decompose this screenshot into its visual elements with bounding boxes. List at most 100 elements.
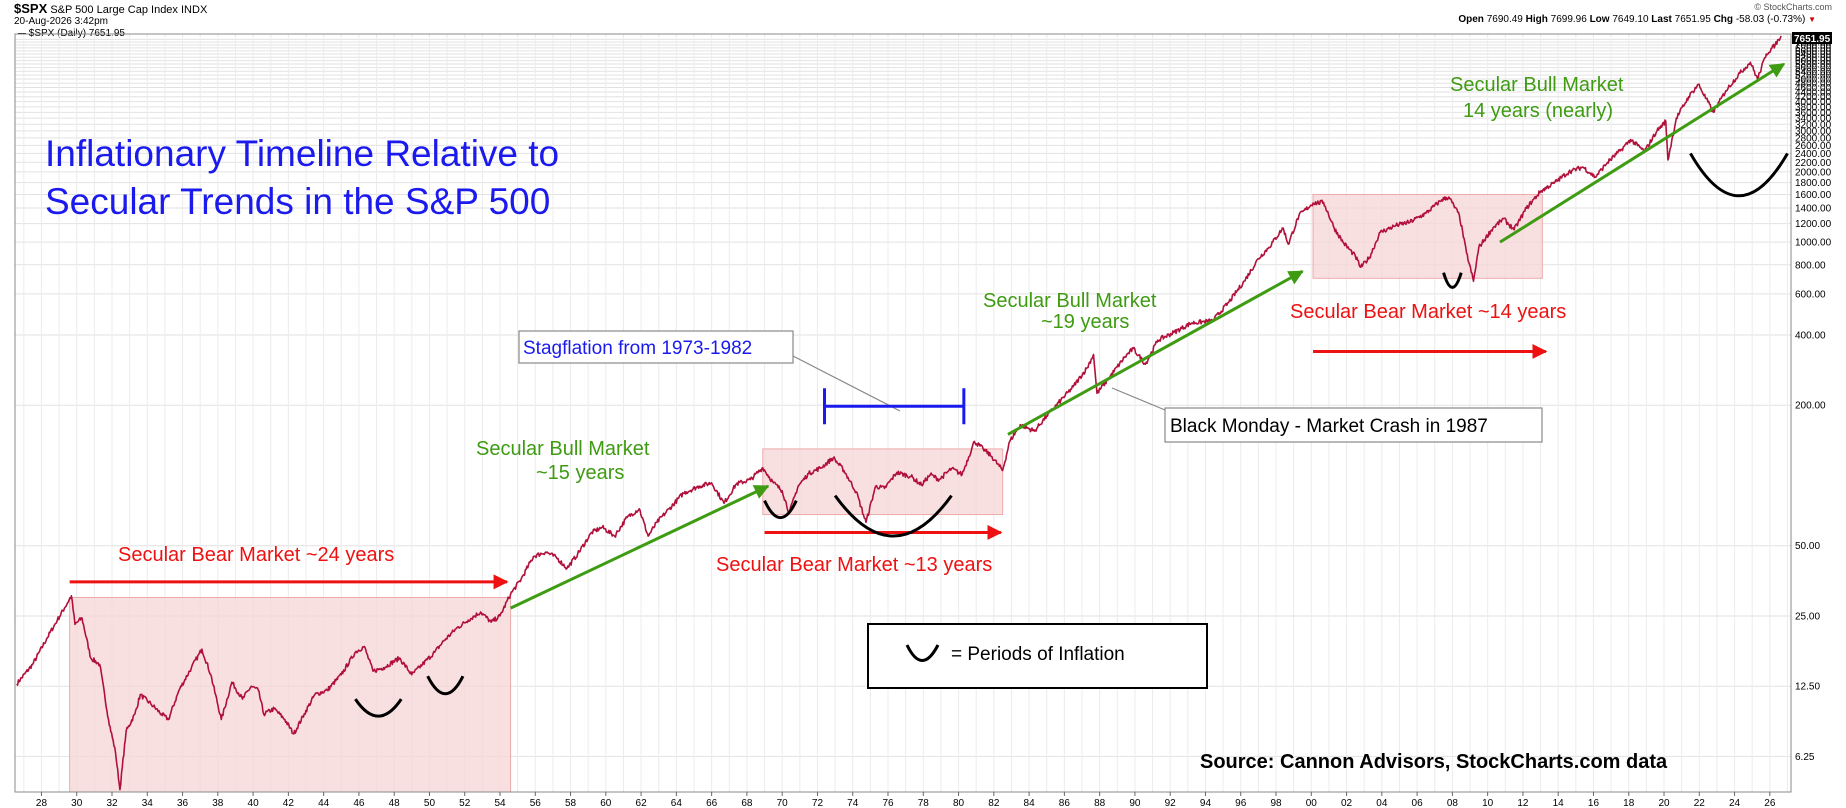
x-tick-label: 80 — [953, 798, 965, 808]
bear-1-label: Secular Bear Market ~24 years — [118, 544, 394, 566]
chart-header: $SPX S&P 500 Large Cap Index INDX — [14, 2, 207, 17]
y-axis: 6.25 12.50 25.00 50.00 200.00 400.00 600.00 800… — [1795, 35, 1832, 763]
y-tick-label: 1800.00 — [1795, 178, 1832, 189]
y-tick-label: 6200.00 — [1795, 53, 1832, 64]
y-tick-label: 7000.00 — [1795, 40, 1832, 51]
stagflation-callout-text: Stagflation from 1973-1982 — [523, 338, 752, 359]
x-tick-label: 34 — [142, 798, 154, 808]
y-tick-label: 1400.00 — [1795, 204, 1832, 215]
x-tick-label: 94 — [1200, 798, 1212, 808]
x-tick-label: 36 — [177, 798, 189, 808]
x-tick-label: 64 — [671, 798, 683, 808]
inflation-arc-icon — [905, 644, 940, 662]
x-tick-label: 08 — [1447, 798, 1459, 808]
y-tick-label: 6400.00 — [1795, 50, 1832, 61]
x-tick-label: 12 — [1517, 798, 1529, 808]
y-tick-label: 1200.00 — [1795, 219, 1832, 230]
x-tick-label: 46 — [353, 798, 365, 808]
y-tick-label: 6.25 — [1795, 752, 1815, 763]
x-tick-label: 28 — [36, 798, 48, 808]
bull-1-label-line-1: Secular Bull Market — [476, 438, 650, 460]
y-tick-label: 4800.00 — [1795, 79, 1832, 90]
y-tick-label: 6800.00 — [1795, 43, 1832, 54]
x-tick-label: 96 — [1235, 798, 1247, 808]
y-tick-label: 5000.00 — [1795, 75, 1832, 86]
stagflation-bar — [823, 388, 966, 425]
y-tick-label: 200.00 — [1795, 401, 1826, 412]
bull-trend-arrow — [1007, 269, 1304, 436]
x-tick-label: 68 — [741, 798, 753, 808]
bull-trend-arrow — [1499, 62, 1786, 244]
inflation-legend-text: = Periods of Inflation — [951, 644, 1125, 665]
y-tick-label: 3200.00 — [1795, 120, 1832, 131]
chart-title-line-2: Secular Trends in the S&P 500 — [45, 181, 550, 222]
watermark: © StockCharts.com — [1754, 2, 1832, 12]
y-tick-label: 5800.00 — [1795, 60, 1832, 71]
exchange: INDX — [181, 4, 208, 16]
y-tick-label: 3800.00 — [1795, 102, 1832, 113]
bull-trend-arrow — [509, 484, 770, 610]
high-value: 7699.96 — [1550, 14, 1587, 25]
x-tick-label: 88 — [1094, 798, 1106, 808]
x-tick-label: 42 — [283, 798, 295, 808]
x-tick-label: 54 — [494, 798, 506, 808]
black-monday-callout-box — [1164, 407, 1543, 443]
y-tick-label: 50.00 — [1795, 541, 1820, 552]
y-tick-label: 400.00 — [1795, 331, 1826, 342]
x-tick-label: 38 — [212, 798, 224, 808]
y-tick-label: 2400.00 — [1795, 149, 1832, 160]
x-tick-label: 78 — [918, 798, 930, 808]
bear-zone — [762, 448, 1004, 516]
legend-line-swatch — [18, 32, 26, 34]
y-tick-label: 5600.00 — [1795, 63, 1832, 74]
x-tick-label: 52 — [459, 798, 471, 808]
x-tick-label: 00 — [1306, 798, 1318, 808]
chart-date: 20-Aug-2026 3:42pm — [14, 16, 108, 27]
x-tick-label: 66 — [706, 798, 718, 808]
x-tick-label: 30 — [71, 798, 83, 808]
x-tick-label: 22 — [1694, 798, 1706, 808]
y-tick-label: 2000.00 — [1795, 167, 1832, 178]
inflation-period-arc — [833, 494, 953, 538]
x-tick-label: 26 — [1764, 798, 1776, 808]
inflation-period-arc — [1442, 272, 1463, 289]
y-tick-label: 2800.00 — [1795, 133, 1832, 144]
chg-value: -58.03 (-0.73%) — [1735, 14, 1806, 25]
x-tick-label: 86 — [1059, 798, 1071, 808]
high-label: High — [1525, 14, 1548, 25]
x-tick-label: 02 — [1341, 798, 1353, 808]
y-tick-label: 3600.00 — [1795, 108, 1832, 119]
x-tick-label: 70 — [777, 798, 789, 808]
y-tick-label: 25.00 — [1795, 611, 1820, 622]
x-tick-label: 32 — [106, 798, 118, 808]
x-tick-label: 98 — [1270, 798, 1282, 808]
y-tick-label: 12.50 — [1795, 682, 1820, 693]
y-tick-label: 6000.00 — [1795, 56, 1832, 67]
x-tick-label: 72 — [812, 798, 824, 808]
x-axis: 28 30 32 34 36 38 40 42 44 46 48 50 52 54 56 58 60 62 64 66… — [36, 792, 1776, 808]
x-tick-label: 58 — [565, 798, 577, 808]
x-tick-label: 10 — [1482, 798, 1494, 808]
black-monday-pointer — [1111, 387, 1166, 411]
y-tick-label: 3000.00 — [1795, 126, 1832, 137]
x-tick-label: 50 — [424, 798, 436, 808]
source-note: Source: Cannon Advisors, StockCharts.com… — [1200, 751, 1668, 773]
bull-3-label-line-1: Secular Bull Market — [1450, 74, 1624, 96]
x-tick-label: 56 — [530, 798, 542, 808]
price-line — [16, 35, 1782, 791]
x-tick-label: 48 — [389, 798, 401, 808]
inflation-period-arc — [426, 675, 465, 696]
bear-zone — [1312, 194, 1543, 279]
open-value: 7690.49 — [1486, 14, 1523, 25]
x-tick-label: 74 — [847, 798, 859, 808]
bull-3-label-line-2: 14 years (nearly) — [1463, 100, 1613, 122]
bear-zones — [69, 194, 1543, 793]
stagflation-callout-box — [518, 330, 794, 364]
y-tick-label: 1000.00 — [1795, 238, 1832, 249]
y-tick-label: 5400.00 — [1795, 67, 1832, 78]
x-tick-label: 18 — [1623, 798, 1635, 808]
y-tick-label: 3400.00 — [1795, 114, 1832, 125]
last-price-tag-bg — [1792, 32, 1832, 44]
x-tick-label: 82 — [988, 798, 1000, 808]
inflation-period-arc — [1689, 152, 1789, 198]
